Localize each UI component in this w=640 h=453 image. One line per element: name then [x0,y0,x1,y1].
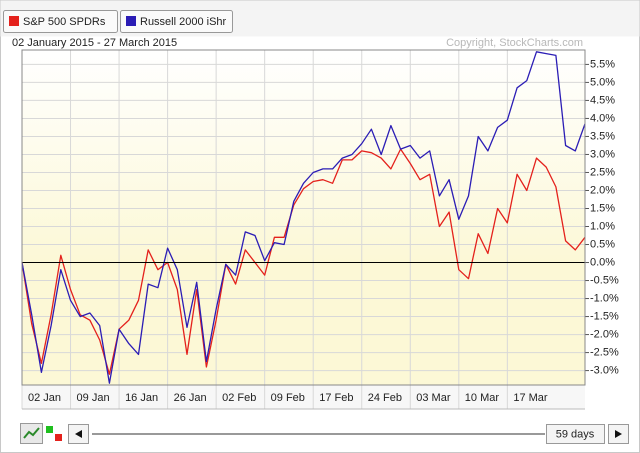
y-tick-label: 3.0% [590,148,615,160]
plot-area-upper [22,50,585,263]
legend-button[interactable] [3,10,118,33]
y-tick-label: 0.0% [590,256,615,268]
y-tick-label: -2.5% [590,346,619,358]
x-tick-label: 09 Feb [271,392,305,404]
legend-button[interactable] [120,10,233,33]
x-tick-label: 17 Mar [513,392,548,404]
legend: S&P 500 SPDRs Russell 2000 iShr [3,10,233,33]
y-tick-label: 5.0% [590,76,615,88]
date-range: 02 January 2015 - 27 March 2015 [12,37,177,49]
y-tick-label: 3.5% [590,130,615,142]
y-tick-label: 5.5% [590,58,615,70]
y-tick-label: 0.5% [590,238,615,250]
series-lines [21,51,586,384]
y-tick-label: 2.5% [590,166,615,178]
plot-background [22,50,585,409]
x-tick-label: 02 Jan [28,392,61,404]
y-tick-label: 4.0% [590,112,615,124]
legend-label[interactable]: Russell 2000 iShr [140,16,227,28]
range-button[interactable] [546,424,605,444]
line-icon [23,427,40,439]
x-tick-label: 02 Feb [222,392,256,404]
legend-swatch [126,16,136,26]
y-tick-label: 2.0% [590,184,615,196]
down-icon[interactable] [55,434,62,441]
x-tick-label: 17 Feb [319,392,353,404]
y-tick-label: 1.5% [590,202,615,214]
x-tick-label: 09 Jan [77,392,110,404]
y-tick-label: -0.5% [590,274,619,286]
legend-label[interactable]: S&P 500 SPDRs [23,16,106,28]
plot-area-lower [22,262,585,385]
axis-strip [22,385,585,409]
plot-border [21,49,586,386]
range-label[interactable]: 59 days [556,428,595,440]
x-tick-label: 26 Jan [174,392,207,404]
y-tick-label: 4.5% [590,94,615,106]
copyright: Copyright, StockCharts.com [446,37,583,49]
y-tick-label: 1.0% [590,220,615,232]
x-tick-label: 10 Mar [465,392,500,404]
x-tick-label: 03 Mar [416,392,451,404]
y-tick-label: -2.0% [590,328,619,340]
legend-swatch [9,16,19,26]
arrow-right [615,430,622,438]
y-tick-label: -1.5% [590,310,619,322]
x-tick-label: 24 Feb [368,392,402,404]
series-line [21,51,586,384]
up-icon[interactable] [46,426,53,433]
axes: 5.5% 5.0% 4.5% 4.0% 3.5% 3.0% 2.5% 2.0% 1.5% 1.0%… [21,49,619,410]
y-tick-label: -1.0% [590,292,619,304]
x-tick-label: 16 Jan [125,392,158,404]
y-tick-label: -3.0% [590,364,619,376]
arrow-left [75,430,82,438]
controls: 59 days [20,423,629,444]
